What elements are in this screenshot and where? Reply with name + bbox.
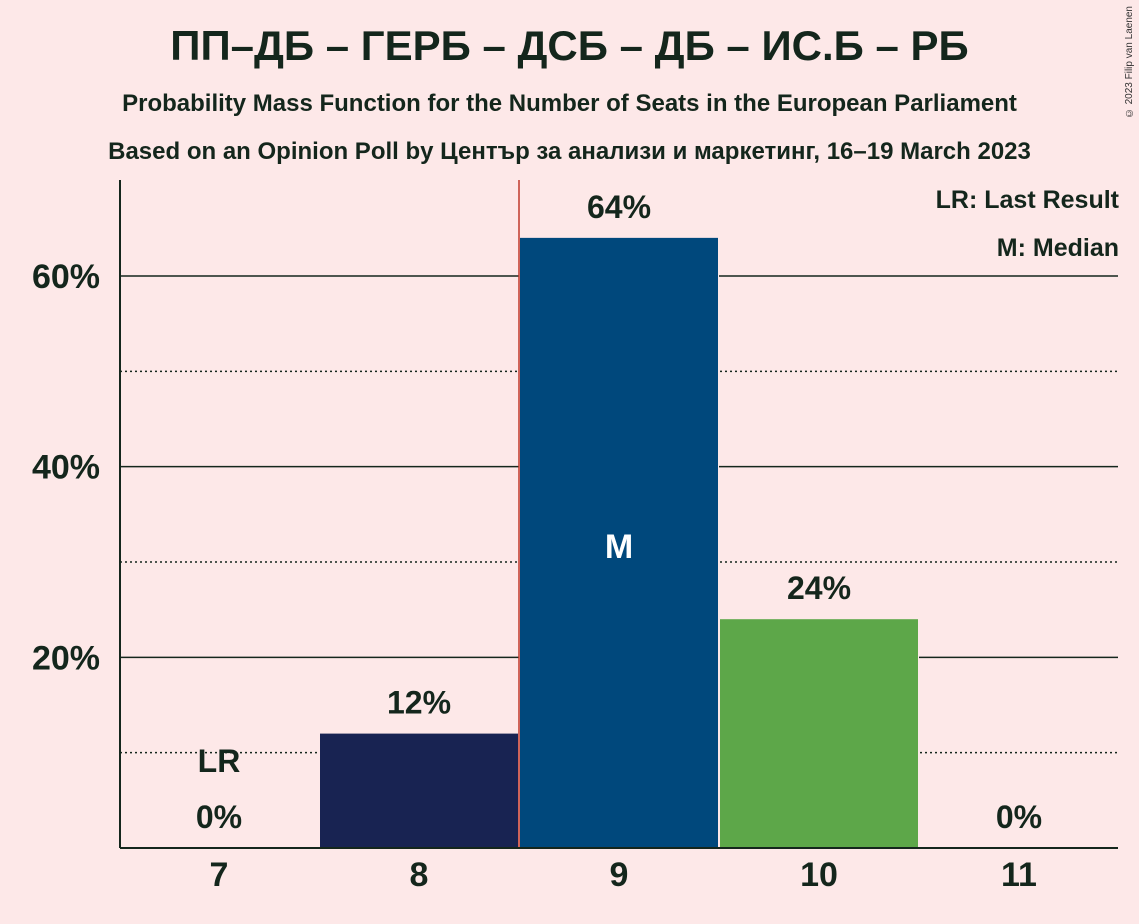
x-tick-label-11: 11	[1001, 856, 1037, 894]
value-label-11: 0%	[996, 799, 1042, 835]
chart-source: Based on an Opinion Poll by Център за ан…	[108, 138, 1031, 165]
median-marker: M	[605, 528, 633, 566]
legend-median: M: Median	[996, 234, 1119, 262]
value-label-8: 12%	[387, 685, 451, 721]
x-tick-label-10: 10	[800, 856, 838, 894]
value-label-7: 0%	[196, 799, 242, 835]
x-tick-label-9: 9	[610, 856, 629, 894]
y-tick-label: 20%	[32, 639, 100, 677]
y-tick-label: 60%	[32, 258, 100, 296]
value-label-9: 64%	[587, 189, 651, 225]
chart-subtitle: Probability Mass Function for the Number…	[122, 90, 1017, 117]
bar-seats-10	[720, 619, 918, 848]
x-tick-label-7: 7	[210, 856, 229, 894]
legend-last-result: LR: Last Result	[935, 186, 1119, 214]
chart-title: ПП–ДБ – ГЕРБ – ДСБ – ДБ – ИС.Б – РБ	[170, 22, 969, 69]
bar-seats-8	[320, 733, 518, 848]
value-label-10: 24%	[787, 570, 851, 606]
bar-seats-9	[520, 237, 718, 848]
y-tick-label: 40%	[32, 449, 100, 487]
x-tick-label-8: 8	[410, 856, 429, 894]
last-result-marker: LR	[198, 743, 241, 779]
